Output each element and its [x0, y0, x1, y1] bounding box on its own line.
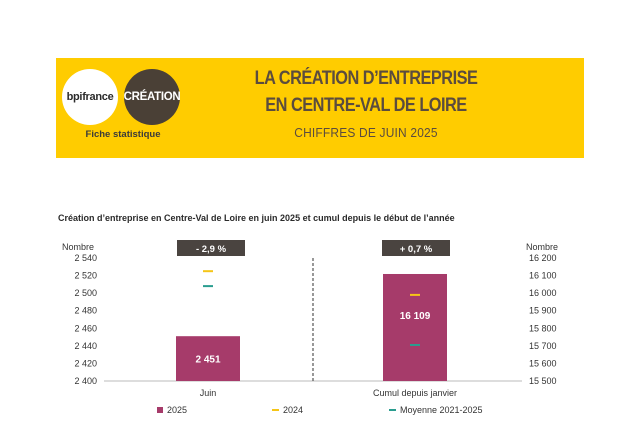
right-tick-label: 16 100 [529, 271, 557, 281]
legend-swatch-moyenne [389, 409, 396, 411]
right-tick-label: 15 600 [529, 358, 557, 368]
bar-value-label: 2 451 [195, 355, 220, 366]
legend-item-2024: 2024 [272, 405, 303, 415]
bar-2025 [176, 336, 240, 381]
right-tick-label: 15 800 [529, 323, 557, 333]
chart-title: Création d’entreprise en Centre-Val de L… [58, 213, 455, 223]
right-tick-label: 15 700 [529, 341, 557, 351]
right-tick-label: 16 000 [529, 288, 557, 298]
left-tick-label: 2 400 [74, 376, 97, 386]
legend-item-moyenne: Moyenne 2021-2025 [389, 405, 483, 415]
page-subtitle: CHIFFRES DE JUIN 2025 [294, 125, 438, 140]
legend-label-2025: 2025 [167, 405, 188, 415]
left-axis-label: Nombre [62, 242, 94, 252]
right-tick-label: 15 500 [529, 376, 557, 386]
legend-item-2025: 2025 [157, 405, 187, 415]
legend-swatch-2025 [157, 407, 163, 413]
page-title-line2: EN CENTRE-VAL DE LOIRE [265, 95, 467, 116]
category-label: Juin [200, 388, 217, 398]
left-tick-label: 2 500 [74, 288, 97, 298]
variation-badge [177, 240, 245, 256]
variation-badge [382, 240, 450, 256]
variation-badge-label: + 0,7 % [400, 244, 433, 255]
bpifrance-logo: bpifrance [62, 69, 118, 125]
left-tick-label: 2 480 [74, 306, 97, 316]
right-tick-label: 16 200 [529, 253, 557, 263]
left-tick-label: 2 440 [74, 341, 97, 351]
left-tick-label: 2 460 [74, 323, 97, 333]
fiche-label: Fiche statistique [85, 129, 161, 140]
left-tick-label: 2 520 [74, 271, 97, 281]
bar-value-label: 16 109 [400, 311, 431, 322]
variation-badge-label: - 2,9 % [196, 244, 227, 255]
bar-2025 [383, 273, 447, 381]
legend-label-moyenne: Moyenne 2021-2025 [400, 405, 483, 415]
legend-swatch-2024 [272, 409, 279, 411]
page-title-line1: LA CRÉATION D’ENTREPRISE [254, 68, 478, 89]
right-tick-label: 15 900 [529, 306, 557, 316]
creation-logo: CRÉATION [124, 69, 181, 125]
left-tick-label: 2 420 [74, 358, 97, 368]
category-label: Cumul depuis janvier [373, 388, 457, 398]
left-tick-label: 2 540 [74, 253, 97, 263]
right-axis-label: Nombre [526, 242, 558, 252]
legend-label-2024: 2024 [283, 405, 304, 415]
